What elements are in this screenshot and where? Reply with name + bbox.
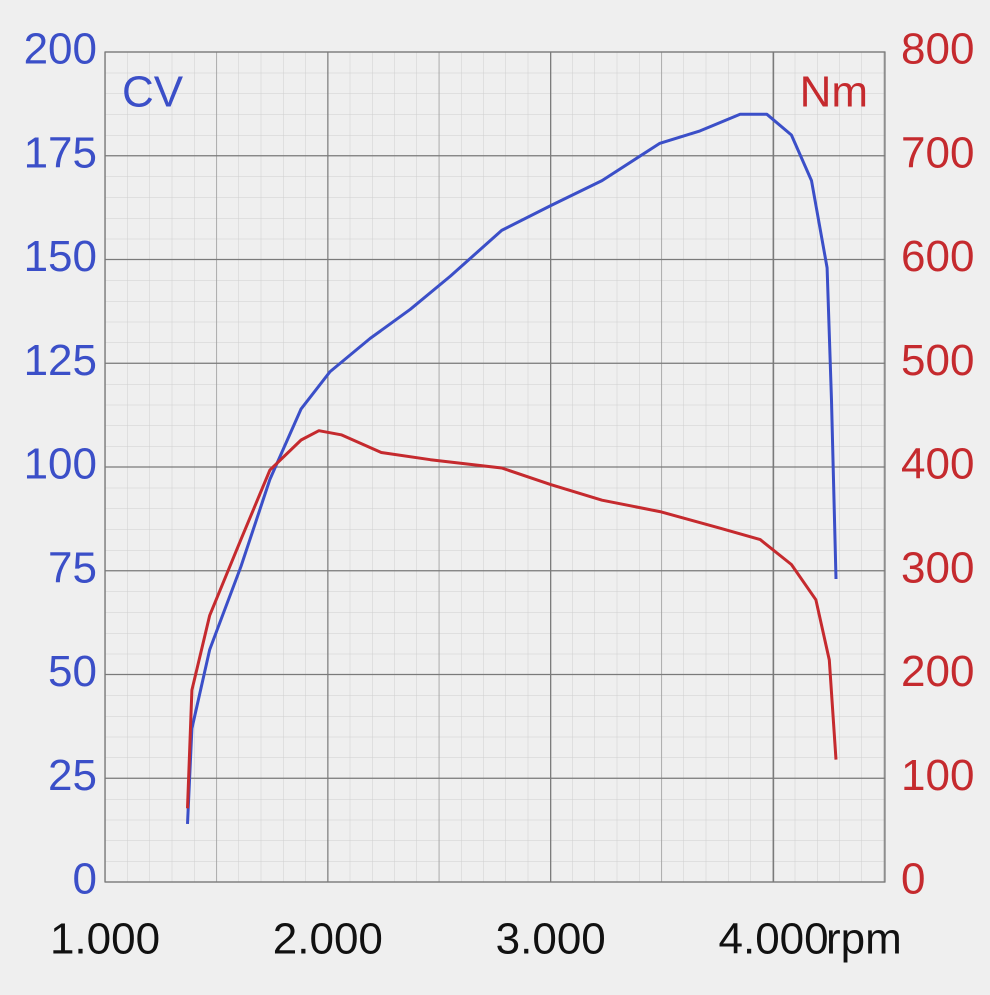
y-tick-label: 150	[24, 232, 97, 281]
y-tick-label: 200	[24, 25, 97, 74]
x-axis-label: rpm	[826, 915, 902, 964]
y-tick-label: 175	[24, 128, 97, 177]
series-line	[186, 112, 838, 824]
y2-axis-label: Nm	[800, 68, 868, 117]
y2-tick-label: 100	[901, 751, 974, 800]
y2-tick-label: 800	[901, 25, 974, 74]
y-tick-label: 75	[48, 543, 97, 592]
plot: 0 25 50 75 100 125 150 175 200 0 100 200 300 400 500 60…	[24, 25, 975, 964]
x-tick-label: 2.000	[273, 915, 383, 964]
y2-tick-label: 400	[901, 440, 974, 489]
y2-tick-label: 700	[901, 128, 974, 177]
y-tick-label: 50	[48, 647, 97, 696]
x-tick-label: 4.000	[719, 915, 829, 964]
y-axis-label: CV	[122, 68, 184, 117]
y2-tick-label: 600	[901, 232, 974, 281]
series-line	[186, 429, 838, 809]
y-tick-label: 125	[24, 336, 97, 385]
y-tick-label: 25	[48, 751, 97, 800]
y-tick-label: 100	[24, 440, 97, 489]
y2-tick-label: 300	[901, 543, 974, 592]
y2-tick-label: 200	[901, 647, 974, 696]
y-tick-label: 0	[73, 855, 97, 904]
x-tick-label: 3.000	[496, 915, 606, 964]
y2-tick-label: 500	[901, 336, 974, 385]
y2-tick-label: 0	[901, 855, 925, 904]
x-tick-label: 1.000	[50, 915, 160, 964]
plot-frame	[104, 51, 886, 883]
